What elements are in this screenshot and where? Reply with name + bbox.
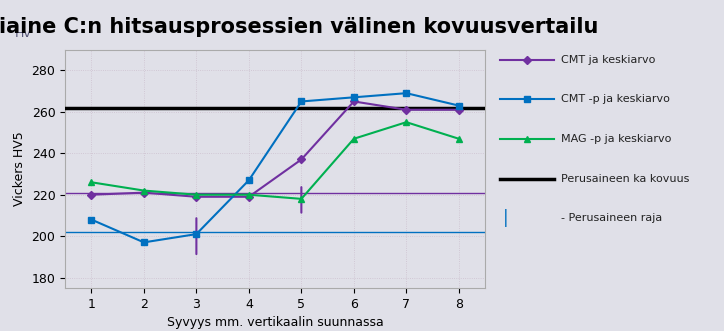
Text: CMT -p ja keskiarvo: CMT -p ja keskiarvo	[561, 94, 670, 104]
Text: Hv: Hv	[14, 27, 32, 40]
Text: |: |	[503, 210, 509, 227]
X-axis label: Syvyys mm. vertikaalin suunnassa: Syvyys mm. vertikaalin suunnassa	[167, 316, 384, 329]
Text: CMT ja keskiarvo: CMT ja keskiarvo	[561, 55, 655, 65]
Text: Hitsiaine C:n hitsausprosessien välinen kovuusvertailu: Hitsiaine C:n hitsausprosessien välinen …	[0, 17, 598, 36]
Text: MAG -p ja keskiarvo: MAG -p ja keskiarvo	[561, 134, 671, 144]
Y-axis label: Vickers HV5: Vickers HV5	[13, 131, 26, 206]
Text: Perusaineen ka kovuus: Perusaineen ka kovuus	[561, 174, 689, 184]
Text: - Perusaineen raja: - Perusaineen raja	[561, 213, 662, 223]
